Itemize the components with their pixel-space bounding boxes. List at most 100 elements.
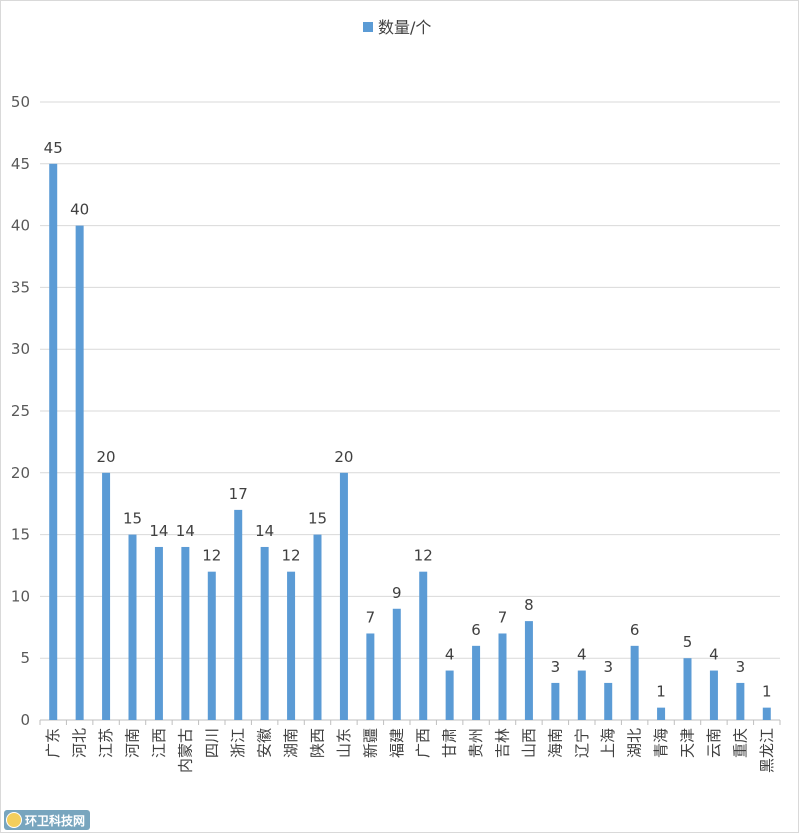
y-tick-label: 50 (11, 93, 30, 111)
bar (498, 633, 507, 720)
data-label: 6 (630, 621, 640, 639)
bar (181, 546, 190, 720)
data-label: 8 (524, 596, 534, 614)
bar (154, 546, 163, 720)
data-label: 14 (149, 522, 168, 540)
category-label: 广西 (414, 728, 432, 758)
y-tick-label: 10 (11, 587, 30, 605)
bar (339, 472, 348, 720)
y-tick-label: 20 (11, 464, 30, 482)
category-label: 云南 (705, 728, 723, 758)
bar (472, 645, 481, 720)
data-label: 9 (392, 584, 402, 602)
bar (260, 546, 269, 720)
category-label: 河北 (71, 728, 89, 758)
bar (207, 571, 216, 720)
watermark-text: 环卫科技网 (25, 813, 86, 828)
bar (683, 658, 692, 720)
y-tick-label: 45 (11, 155, 30, 173)
y-tick-label: 35 (11, 278, 30, 296)
data-label: 1 (762, 683, 772, 701)
category-label: 广东 (44, 728, 62, 758)
bar (551, 682, 560, 720)
category-label: 山西 (520, 728, 538, 758)
bar (762, 707, 771, 720)
category-label: 浙江 (229, 728, 247, 758)
category-label: 四川 (203, 728, 221, 758)
legend-swatch (363, 22, 373, 32)
data-label: 7 (498, 608, 508, 626)
data-label: 15 (123, 510, 142, 528)
watermark-logo-icon (6, 812, 22, 828)
data-label: 7 (366, 608, 376, 626)
category-label: 青海 (652, 728, 670, 758)
bar (75, 225, 84, 720)
category-label: 黑龙江 (758, 728, 776, 773)
category-label: 山东 (335, 728, 353, 758)
category-label: 上海 (599, 728, 617, 758)
data-label: 14 (176, 522, 195, 540)
bar (445, 670, 454, 720)
y-tick-label: 0 (20, 711, 30, 729)
category-label: 贵州 (467, 728, 485, 758)
bar (419, 571, 428, 720)
bars (49, 163, 771, 721)
y-tick-label: 15 (11, 526, 30, 544)
bar (736, 682, 745, 720)
category-label: 海南 (546, 728, 564, 758)
data-label: 20 (334, 448, 353, 466)
data-label: 6 (471, 621, 481, 639)
bar (630, 645, 639, 720)
category-label: 福建 (388, 728, 406, 758)
bar (49, 163, 58, 721)
data-label: 3 (603, 658, 613, 676)
y-tick-label: 40 (11, 217, 30, 235)
category-label: 新疆 (361, 728, 379, 758)
gridlines (40, 101, 780, 721)
category-label: 重庆 (731, 728, 749, 758)
data-label: 17 (229, 485, 248, 503)
category-label: 辽宁 (573, 728, 591, 758)
y-axis: 0 5 10 15 20 25 30 35 40 45 50 (11, 93, 30, 729)
y-tick-label: 30 (11, 340, 30, 358)
watermark: 环卫科技网 (4, 810, 91, 830)
category-label: 河南 (124, 728, 142, 758)
data-label: 14 (255, 522, 274, 540)
bar (604, 682, 613, 720)
bar (234, 509, 243, 720)
y-tick-label: 5 (20, 649, 30, 667)
data-label: 45 (44, 139, 63, 157)
legend-label: 数量/个 (378, 18, 431, 37)
data-label: 20 (97, 448, 116, 466)
category-label: 甘肃 (441, 728, 459, 758)
bar (287, 571, 296, 720)
category-label: 天津 (679, 728, 697, 758)
y-tick-label: 25 (11, 402, 30, 420)
bar (657, 707, 666, 720)
data-label: 12 (202, 547, 221, 565)
category-label: 吉林 (494, 728, 512, 758)
data-label: 12 (282, 547, 301, 565)
data-label: 4 (709, 646, 719, 664)
bar (366, 633, 375, 720)
category-label: 安徽 (256, 728, 274, 758)
bar (709, 670, 718, 720)
category-label: 江苏 (97, 728, 115, 758)
data-label: 3 (551, 658, 561, 676)
legend: 数量/个 (363, 18, 431, 37)
bar (102, 472, 111, 720)
x-axis: 广东 河北 江苏 河南 江西 内蒙古 四川 浙江 安徽 湖南 陕西 山东 新疆 福建 广西 甘肃 贵州 吉林 山西海… (39, 720, 781, 773)
category-label: 陕西 (309, 728, 327, 758)
data-label: 4 (445, 646, 455, 664)
data-label: 3 (736, 658, 746, 676)
bar (128, 534, 137, 720)
bar (392, 608, 401, 720)
category-label: 江西 (150, 728, 168, 758)
bar (313, 534, 322, 720)
category-label: 湖南 (282, 728, 300, 758)
category-label: 湖北 (626, 728, 644, 758)
data-label: 40 (70, 201, 89, 219)
data-label: 12 (414, 547, 433, 565)
